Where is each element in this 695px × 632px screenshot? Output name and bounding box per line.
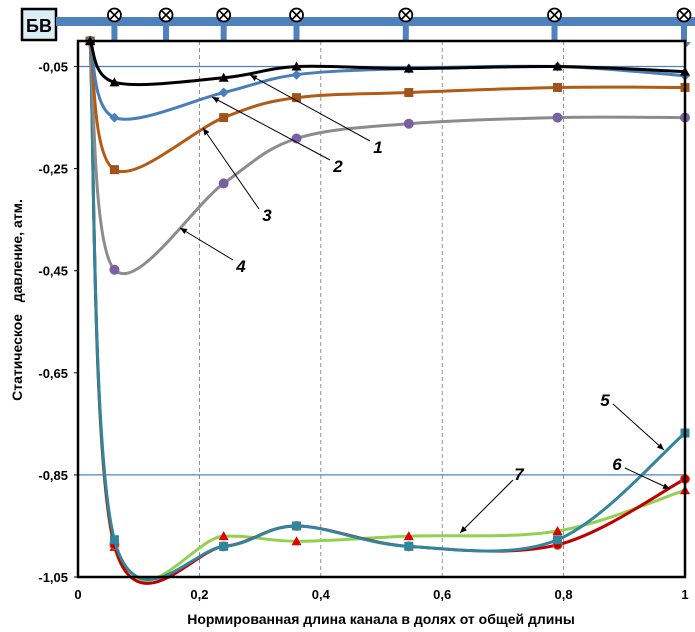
triangle-marker xyxy=(218,531,229,541)
triangle-marker xyxy=(552,526,563,536)
annotation-arrow xyxy=(202,127,260,210)
annotation-label: 4 xyxy=(235,257,246,276)
diamond-marker xyxy=(291,69,302,80)
annotation-arrow xyxy=(459,479,514,534)
outlet-pipe xyxy=(293,26,300,43)
triangle-marker xyxy=(291,61,302,71)
valve-icon xyxy=(216,7,232,23)
source-label: БВ xyxy=(26,16,52,36)
circle-marker xyxy=(218,178,229,189)
triangle-marker xyxy=(218,72,229,82)
annotation-arrow xyxy=(211,96,331,161)
square-marker xyxy=(292,93,302,103)
valve-cross xyxy=(109,10,119,20)
annotation-arrow xyxy=(179,227,234,261)
x-tick-label: 0,6 xyxy=(433,587,451,602)
y-tick-label: -0,85 xyxy=(38,468,68,483)
supply-pipe xyxy=(56,17,695,26)
annotation-arrow xyxy=(249,74,371,142)
valve-icon xyxy=(289,7,304,23)
annotation-label: 6 xyxy=(612,455,622,474)
outlet-pipe xyxy=(551,26,558,43)
diamond-marker xyxy=(218,87,229,98)
x-tick-label: 0 xyxy=(74,587,81,602)
circle-marker xyxy=(109,264,120,275)
y-tick-label: -0,25 xyxy=(38,162,68,177)
outlet-pipe xyxy=(681,26,687,43)
source-box xyxy=(20,7,58,42)
x-axis-label: Нормированная длина канала в долях от об… xyxy=(187,611,575,627)
y-tick-label: -1,05 xyxy=(38,570,68,585)
axis-ticks: 0 0,2 0,4 0,6 0,8 1 -0,05 -0,25 -0,45 -0,65 -0,85 -… xyxy=(38,60,688,602)
triangle-marker xyxy=(109,77,120,87)
y-axis-label: Статическое давление, атм. xyxy=(9,199,25,401)
square-marker xyxy=(292,521,302,531)
annotation-label: 3 xyxy=(262,206,272,225)
x-tick-label: 1 xyxy=(681,587,688,602)
annotation-label: 2 xyxy=(332,157,343,176)
triangle-marker xyxy=(291,536,302,546)
triangle-marker xyxy=(403,63,414,73)
circle-marker xyxy=(552,112,563,123)
square-marker xyxy=(109,535,119,545)
valve-cross xyxy=(161,10,171,20)
triangle-marker xyxy=(552,61,563,71)
valve-cross xyxy=(549,10,560,20)
square-marker xyxy=(553,535,563,545)
square-marker xyxy=(404,541,414,551)
annotations: 1 2 3 4 5 6 7 xyxy=(179,74,671,534)
valve-icon xyxy=(547,7,562,23)
diamond-marker xyxy=(109,112,120,123)
valve-cross xyxy=(679,10,689,20)
outlet-pipe xyxy=(111,26,118,43)
valve-icon xyxy=(107,7,122,23)
plot-area xyxy=(78,41,685,577)
annotation-arrow xyxy=(624,467,671,490)
outlet-pipe xyxy=(163,26,170,43)
square-marker xyxy=(404,88,414,98)
outlet-pipe xyxy=(402,26,409,43)
valve-icon xyxy=(676,7,692,23)
valve-icon xyxy=(398,7,414,23)
valve-cross xyxy=(291,10,302,20)
outlet-pipe xyxy=(220,26,227,43)
series-line xyxy=(88,40,686,87)
x-tick-label: 0,8 xyxy=(555,587,573,602)
valve-cross xyxy=(219,10,229,20)
x-tick-label: 0,4 xyxy=(312,587,331,602)
y-tick-label: -0,65 xyxy=(38,366,68,381)
plot-frame xyxy=(76,39,687,579)
square-marker xyxy=(109,165,119,175)
series-1 xyxy=(85,36,690,87)
valve-cross xyxy=(401,10,411,20)
valve-icon xyxy=(158,7,174,23)
circle-marker xyxy=(403,118,414,129)
annotation-arrow xyxy=(612,403,665,451)
square-marker xyxy=(219,541,229,551)
triangle-marker xyxy=(403,531,414,541)
annotation-label: 1 xyxy=(373,138,382,157)
y-tick-label: -0,05 xyxy=(38,60,68,75)
y-tick-label: -0,45 xyxy=(38,264,68,279)
annotation-label: 5 xyxy=(600,391,610,410)
square-marker xyxy=(553,82,563,92)
x-tick-label: 0,2 xyxy=(190,587,208,602)
annotation-label: 7 xyxy=(514,465,525,484)
square-marker xyxy=(219,113,229,123)
